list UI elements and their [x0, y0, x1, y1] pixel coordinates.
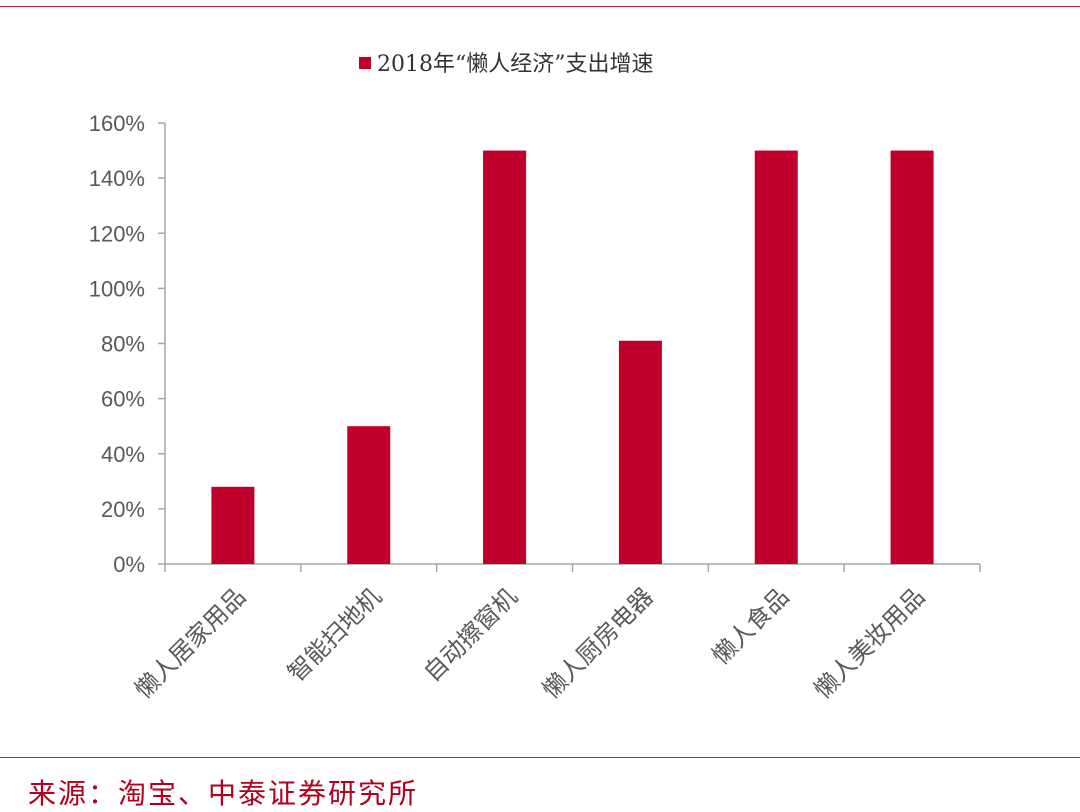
category-label: 懒人食品 [707, 582, 795, 670]
y-tick-label: 0% [113, 552, 145, 577]
source-note: 来源：淘宝、中泰证券研究所 [28, 777, 419, 810]
y-tick-label: 40% [101, 442, 145, 467]
bar [890, 150, 934, 564]
y-tick-label: 60% [101, 387, 145, 412]
category-label: 自动擦窗机 [418, 582, 523, 687]
y-tick-label: 160% [89, 111, 145, 136]
legend-swatch [359, 57, 371, 69]
y-tick-label: 100% [89, 276, 145, 301]
bar [618, 340, 662, 564]
category-label: 懒人美妆用品 [809, 582, 931, 704]
y-tick-label: 140% [89, 166, 145, 191]
category-label: 智能扫地机 [282, 582, 387, 687]
bar [211, 486, 255, 564]
top-divider [0, 6, 1080, 7]
category-label: 懒人居家用品 [130, 582, 252, 704]
bar [347, 426, 391, 564]
legend-label: 2018年“懒人经济”支出增速 [377, 52, 653, 77]
bar-chart: 2018年“懒人经济”支出增速 0% 20% 40% 60% 80% 100% 120% 140… [89, 52, 981, 704]
category-label: 懒人厨房电器 [537, 582, 659, 704]
y-tick-label: 120% [89, 221, 145, 246]
bottom-divider [0, 757, 1080, 758]
y-tick-label: 80% [101, 332, 145, 357]
bar [483, 150, 527, 564]
bar [754, 150, 798, 564]
y-tick-label: 20% [101, 497, 145, 522]
